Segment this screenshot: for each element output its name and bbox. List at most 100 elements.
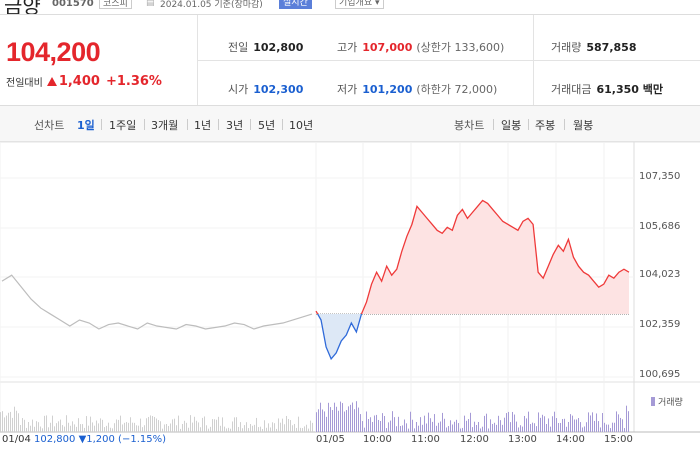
prev-volume-bar: [260, 426, 261, 432]
prev-volume-bar: [190, 415, 191, 432]
prev-volume-bar: [150, 415, 151, 432]
period-1y[interactable]: 1년: [194, 119, 212, 132]
volume-bar: [396, 426, 397, 432]
stat-value: 102,300: [253, 83, 304, 96]
volume-legend-label: 거래량: [658, 398, 683, 408]
volume-bar: [554, 411, 555, 432]
volume-bar: [438, 422, 439, 432]
prev-volume-bar: [266, 427, 267, 432]
period-10y[interactable]: 10년: [289, 119, 314, 132]
stat-value: 102,800: [253, 41, 304, 54]
period-1d[interactable]: 1일: [77, 119, 95, 132]
open-stat: 시가 102,300: [228, 81, 303, 97]
prev-volume-bar: [192, 422, 193, 432]
volume-bar: [434, 414, 435, 432]
volume-bar: [384, 416, 385, 432]
prev-volume-bar: [222, 417, 223, 432]
company-info-dropdown[interactable]: 기업개요 ▾: [335, 0, 384, 9]
prev-volume-bar: [68, 422, 69, 432]
prev-volume-bar: [226, 428, 227, 432]
upper-limit: (상한가 133,600): [416, 41, 505, 54]
prev-volume-bar: [214, 419, 215, 432]
amount-stat: 거래대금 61,350 백만: [551, 81, 663, 97]
volume-bar: [542, 414, 543, 432]
prev-volume-bar: [282, 418, 283, 432]
volume-bar: [322, 409, 323, 432]
prev-volume-bar: [258, 427, 259, 432]
volume-bar: [612, 422, 613, 432]
prev-volume-bar: [116, 419, 117, 432]
prev-volume-bar: [104, 427, 105, 432]
volume-bar: [614, 422, 615, 432]
volume-bar: [624, 428, 625, 432]
volume-bar: [488, 428, 489, 432]
prev-volume-bar: [98, 423, 99, 432]
volume-bar: [552, 416, 553, 432]
prev-volume-bar: [310, 420, 311, 432]
volume-bar: [382, 413, 383, 432]
candle-weekly[interactable]: 주봉: [535, 119, 556, 132]
price-change: 전일대비 1,400 +1.36%: [6, 74, 162, 89]
prev-volume-bar: [36, 421, 37, 432]
prev-volume-bar: [120, 415, 121, 432]
volume-bar: [424, 415, 425, 432]
price-summary: 104,200 전일대비 1,400 +1.36% 전일 102,800 고가 10…: [0, 14, 700, 106]
prev-volume-bar: [30, 425, 31, 432]
volume-bar: [528, 411, 529, 432]
prev-volume-bar: [50, 422, 51, 432]
prev-volume-bar: [194, 416, 195, 432]
prev-volume-bar: [234, 417, 235, 432]
volume-bar: [534, 423, 535, 432]
candle-daily[interactable]: 일봉: [501, 119, 522, 132]
prev-volume-bar: [60, 419, 61, 432]
volume-bar: [556, 418, 557, 432]
volume-bar: [480, 428, 481, 432]
volume-bar: [596, 413, 597, 432]
candle-monthly[interactable]: 월봉: [573, 119, 594, 132]
prev-volume-bar: [162, 428, 163, 432]
current-price: 104,200: [6, 37, 101, 67]
volume-bar: [508, 411, 509, 432]
volume-bar: [606, 424, 607, 432]
volume-bar: [412, 419, 413, 432]
prev-volume-bar: [164, 424, 165, 432]
x-tick: 13:00: [508, 434, 537, 445]
volume-bar: [518, 427, 519, 432]
prev-volume-bar: [284, 424, 285, 432]
volume-bar: [446, 427, 447, 432]
period-3y[interactable]: 3년: [226, 119, 244, 132]
period-1w[interactable]: 1주일: [109, 119, 137, 132]
volume-bar: [506, 413, 507, 432]
volume-bar: [532, 422, 533, 432]
prev-volume-bar: [304, 426, 305, 432]
volume-bar: [320, 402, 321, 432]
volume-bar: [538, 412, 539, 432]
prev-volume-bar: [76, 426, 77, 432]
prev-volume-bar: [180, 428, 181, 432]
prev-day-change: ▼1,200 (−1.15%): [78, 434, 167, 445]
prev-volume-bar: [90, 416, 91, 432]
prev-volume-bar: [176, 425, 177, 432]
realtime-button[interactable]: 실시간: [279, 0, 312, 9]
volume-bar: [510, 422, 511, 432]
calendar-icon: ▤: [146, 0, 155, 8]
prev-volume-bar: [160, 421, 161, 432]
prev-volume-bar: [156, 418, 157, 432]
prev-volume-bar: [196, 420, 197, 432]
prev-volume-bar: [188, 427, 189, 432]
stock-name: 금양: [4, 0, 41, 14]
stat-label: 고가: [337, 41, 358, 54]
period-3m[interactable]: 3개월: [151, 119, 179, 132]
prev-volume-bar: [232, 421, 233, 432]
volume-bar: [602, 413, 603, 432]
prev-volume-bar: [246, 422, 247, 432]
candle-chart-label: 봉차트: [454, 119, 485, 132]
divider: [197, 60, 700, 61]
period-5y[interactable]: 5년: [258, 119, 276, 132]
volume-bar: [328, 402, 329, 432]
prev-volume-bar: [250, 424, 251, 432]
prev-close-stat: 전일 102,800: [228, 39, 303, 55]
prev-volume-bar: [16, 410, 17, 432]
volume-bar: [404, 419, 405, 432]
volume-bar: [398, 416, 399, 432]
